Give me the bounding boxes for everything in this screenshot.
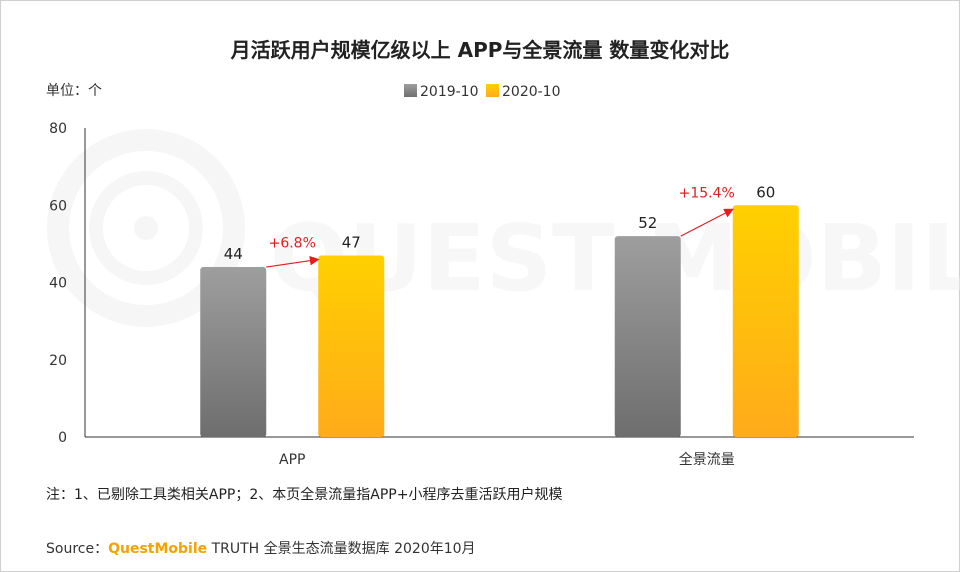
growth-arrow — [680, 208, 734, 237]
source-line: Source：QuestMobile TRUTH 全景生态流量数据库 2020年… — [46, 538, 476, 558]
y-tick-label: 80 — [49, 121, 67, 137]
value-label: 44 — [224, 245, 243, 263]
unit-label: 单位：个 — [46, 83, 102, 99]
legend-label-2019: 2019-10 — [420, 84, 479, 100]
y-tick-label: 0 — [58, 430, 67, 446]
footnote: 注：1、已剔除工具类相关APP；2、本页全景流量指APP+小程序去重活跃用户规模 — [46, 487, 563, 503]
source-brand: QuestMobile — [108, 541, 208, 557]
value-label: 52 — [638, 214, 657, 232]
y-tick-label: 40 — [49, 276, 67, 292]
value-labels: 44 47 52 60 — [224, 183, 776, 263]
source-rest: TRUTH 全景生态流量数据库 2020年10月 — [207, 541, 476, 557]
category-label: 全景流量 — [679, 451, 735, 468]
category-labels: APP 全景流量 — [279, 451, 735, 468]
value-label: 60 — [756, 183, 775, 201]
bar-2020-10-全景流量 — [732, 205, 799, 437]
value-label: 47 — [342, 233, 361, 251]
growth-annotations: +6.8% +15.4% — [266, 185, 735, 268]
watermark-logo: QUEST MOBILE — [47, 129, 960, 327]
growth-label: +6.8% — [269, 235, 316, 251]
legend-swatch-2020 — [486, 84, 499, 97]
growth-label: +15.4% — [679, 185, 735, 201]
bar-2019-10-APP — [200, 267, 267, 437]
growth-arrow — [266, 255, 320, 268]
bar-2019-10-全景流量 — [614, 236, 681, 437]
category-label: APP — [279, 452, 305, 468]
y-ticks: 0 20 40 60 80 — [49, 121, 67, 446]
legend: 2019-10 2020-10 — [404, 84, 561, 100]
bars — [200, 205, 799, 437]
y-tick-label: 20 — [49, 353, 67, 369]
y-tick-label: 60 — [49, 198, 67, 214]
chart-title: 月活跃用户规模亿级以上 APP与全景流量 数量变化对比 — [230, 38, 730, 62]
legend-swatch-2019 — [404, 84, 417, 97]
legend-label-2020: 2020-10 — [502, 84, 561, 100]
source-prefix: Source： — [46, 541, 109, 557]
bar-2020-10-APP — [318, 255, 385, 437]
